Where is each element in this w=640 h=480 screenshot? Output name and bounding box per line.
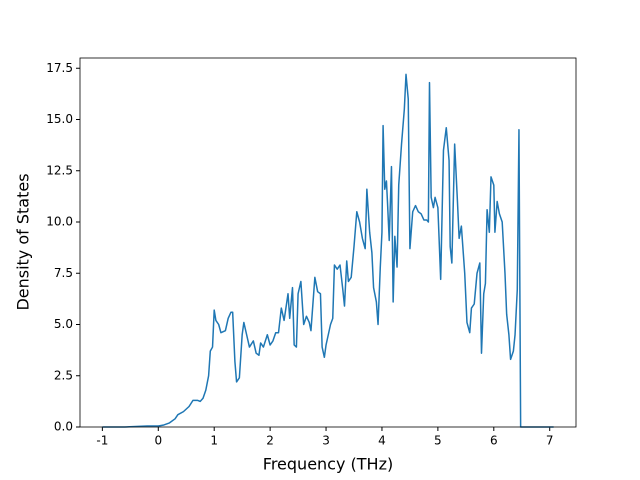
x-tick-label: 0 xyxy=(154,434,162,448)
y-tick-label: 7.5 xyxy=(54,266,73,280)
x-tick-label: -1 xyxy=(96,434,108,448)
y-tick-label: 5.0 xyxy=(54,317,73,331)
y-tick-label: 15.0 xyxy=(46,112,73,126)
y-tick-label: 17.5 xyxy=(46,61,73,75)
x-tick-label: 2 xyxy=(266,434,274,448)
y-tick-label: 0.0 xyxy=(54,420,73,434)
x-tick-label: 3 xyxy=(322,434,330,448)
y-tick-label: 10.0 xyxy=(46,215,73,229)
x-axis-label: Frequency (THz) xyxy=(263,455,393,474)
y-axis-label: Density of States xyxy=(14,173,33,310)
y-tick-label: 12.5 xyxy=(46,163,73,177)
y-tick-label: 2.5 xyxy=(54,368,73,382)
x-tick-label: 6 xyxy=(490,434,498,448)
x-tick-label: 1 xyxy=(210,434,218,448)
x-tick-label: 7 xyxy=(546,434,554,448)
x-tick-label: 5 xyxy=(434,434,442,448)
plot-frame xyxy=(79,57,577,428)
x-tick-label: 4 xyxy=(378,434,386,448)
line xyxy=(102,73,554,428)
